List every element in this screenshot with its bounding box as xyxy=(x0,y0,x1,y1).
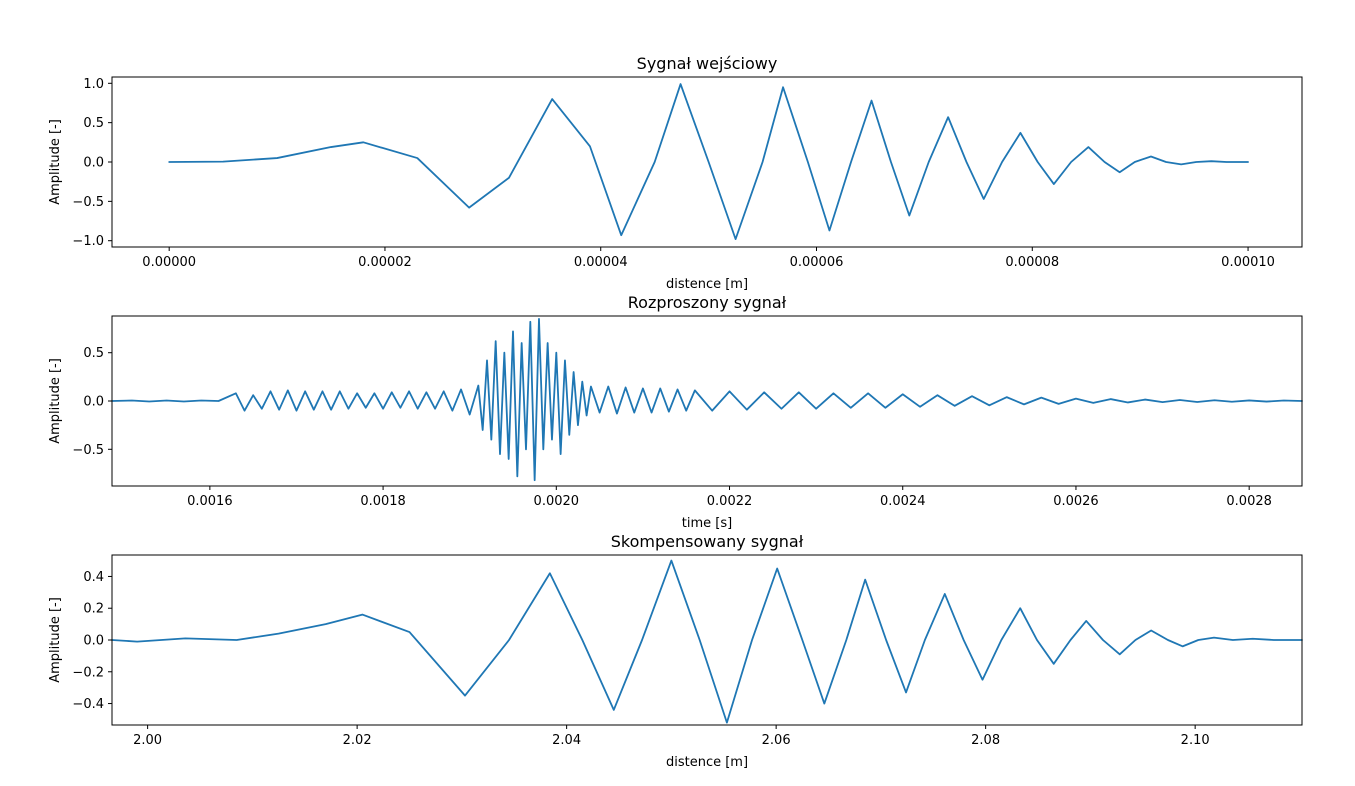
y-axis-label: Amplitude [-] xyxy=(48,119,63,205)
series-line xyxy=(111,559,1303,724)
y-axis-label: Amplitude [-] xyxy=(48,358,63,444)
x-tick-label: 0.0016 xyxy=(187,494,233,509)
y-tick-label: 0.0 xyxy=(83,395,104,410)
x-tick-label: 2.02 xyxy=(343,733,372,748)
x-tick-label: 0.00000 xyxy=(142,255,196,270)
series-line xyxy=(111,317,1303,482)
series-layer xyxy=(111,317,1303,482)
y-axis-ticks: −1.0 −0.5 0.0 0.5 1.0 xyxy=(72,77,112,249)
x-tick-label: 0.0022 xyxy=(707,494,753,509)
y-tick-label: 0.0 xyxy=(83,634,104,649)
x-tick-label: 2.00 xyxy=(133,733,162,748)
x-tick-label: 0.0026 xyxy=(1053,494,1099,509)
x-tick-label: 0.0018 xyxy=(360,494,406,509)
x-axis-label: time [s] xyxy=(682,516,732,531)
x-axis-label: distence [m] xyxy=(666,755,748,770)
y-tick-label: −0.2 xyxy=(72,665,104,680)
x-tick-label: 0.00010 xyxy=(1221,255,1275,270)
y-tick-label: −0.5 xyxy=(72,443,104,458)
x-tick-label: 2.04 xyxy=(552,733,581,748)
series-layer xyxy=(111,559,1303,724)
x-axis-ticks: 2.00 2.02 2.04 2.06 2.08 2.10 xyxy=(133,725,1210,748)
x-tick-label: 2.10 xyxy=(1181,733,1210,748)
y-axis-ticks: −0.4 −0.2 0.0 0.2 0.4 xyxy=(72,570,112,712)
y-tick-label: −0.4 xyxy=(72,697,104,712)
y-tick-label: −1.0 xyxy=(72,234,104,249)
x-axis-ticks: 0.00000 0.00002 0.00004 0.00006 0.00008 0.000… xyxy=(142,247,1275,270)
x-tick-label: 0.0024 xyxy=(880,494,926,509)
x-tick-label: 0.00008 xyxy=(1005,255,1059,270)
x-tick-label: 0.00006 xyxy=(790,255,844,270)
panel-scattered-signal: Rozproszony sygnał 0.0016 0.0018 0.0020 0.0… xyxy=(48,293,1303,531)
chart-title: Skompensowany sygnał xyxy=(611,532,804,551)
chart-title: Sygnał wejściowy xyxy=(637,54,778,73)
y-tick-label: 0.5 xyxy=(83,116,104,131)
x-tick-label: 0.0028 xyxy=(1226,494,1272,509)
series-line xyxy=(168,83,1249,241)
y-axis-ticks: −0.5 0.0 0.5 xyxy=(72,346,112,458)
panel-compensated-signal: Skompensowany sygnał 2.00 2.02 2.04 2.06 2.0… xyxy=(48,532,1303,770)
y-tick-label: 0.2 xyxy=(83,602,104,617)
y-axis-label: Amplitude [-] xyxy=(48,597,63,683)
chart-title: Rozproszony sygnał xyxy=(628,293,787,312)
y-tick-label: 1.0 xyxy=(83,77,104,92)
x-tick-label: 2.08 xyxy=(971,733,1000,748)
y-tick-label: 0.5 xyxy=(83,346,104,361)
x-axis-ticks: 0.0016 0.0018 0.0020 0.0022 0.0024 0.0026 0.00… xyxy=(187,486,1272,509)
panel-input-signal: Sygnał wejściowy 0.00000 0.00002 0.00004 0.… xyxy=(48,54,1303,292)
x-tick-label: 0.00004 xyxy=(574,255,628,270)
x-tick-label: 0.00002 xyxy=(358,255,412,270)
x-axis-label: distence [m] xyxy=(666,277,748,292)
y-tick-label: −0.5 xyxy=(72,195,104,210)
y-tick-label: 0.4 xyxy=(83,570,104,585)
x-tick-label: 0.0020 xyxy=(534,494,580,509)
x-tick-label: 2.06 xyxy=(762,733,791,748)
series-layer xyxy=(168,83,1249,241)
y-tick-label: 0.0 xyxy=(83,156,104,171)
